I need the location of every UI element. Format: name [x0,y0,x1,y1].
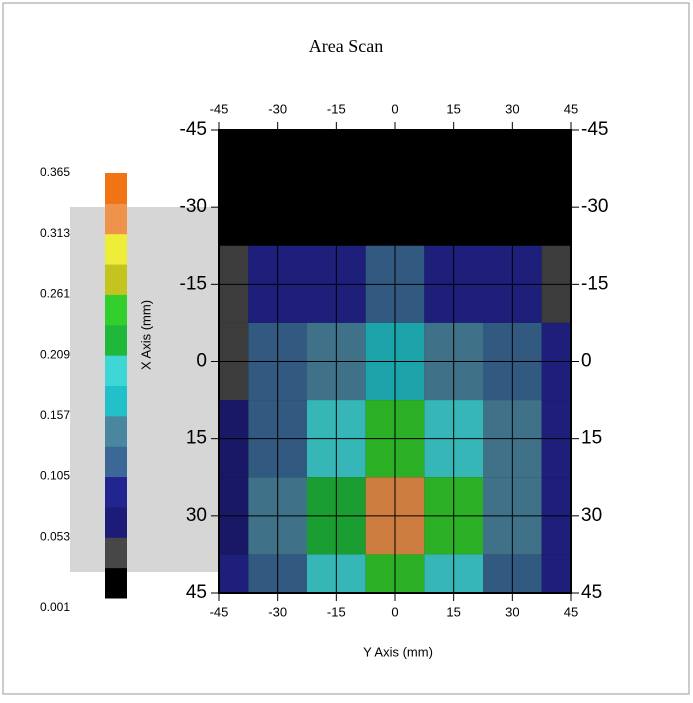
colorbar-label: 0.157 [40,408,70,422]
y-tick-label-left: 0 [196,351,207,372]
colorbar-label: 0.001 [40,600,70,614]
y-tick-label-left: 45 [186,582,207,603]
x-tick-label-top: 0 [391,101,398,116]
x-tick-label-bottom: 30 [505,604,519,619]
colorbar-band [105,355,127,386]
x-tick-label-bottom: 15 [446,604,460,619]
contour-cell [219,554,249,593]
x-tick-label-top: -30 [268,101,287,116]
colorbar-band [105,324,127,356]
colorbar-label: 0.313 [40,226,70,240]
colorbar-band [105,294,127,326]
contour-cell [541,554,571,593]
x-tick-label-bottom: -45 [210,604,229,619]
chart-title: Area Scan [309,36,383,56]
colorbar-label: 0.365 [40,165,70,179]
y-tick-label-right: 15 [581,428,602,449]
x-tick-label-bottom: -15 [327,604,346,619]
colorbar-band [105,264,127,295]
y-axis-label: X Axis (mm) [138,300,153,370]
colorbar-band [105,203,127,235]
x-tick-label-bottom: -30 [268,604,287,619]
colorbar-label: 0.053 [40,529,70,543]
y-tick-label-right: -30 [581,196,608,217]
colorbar-band [105,385,127,417]
y-tick-label-left: 30 [186,505,207,526]
y-tick-label-right: 30 [581,505,602,526]
y-tick-label-left: 15 [186,428,207,449]
x-tick-label-bottom: 0 [391,604,398,619]
x-tick-label-top: 45 [564,101,578,116]
y-tick-label-right: 45 [581,582,602,603]
colorbar-band [105,506,127,538]
x-tick-label-top: 15 [446,101,460,116]
x-tick-label-bottom: 45 [564,604,578,619]
y-tick-label-left: -45 [180,119,207,140]
plot-border [218,129,572,594]
colorbar-band [105,415,127,447]
photo-backdrop [70,207,230,572]
colorbar-band [105,173,127,204]
y-tick-label-right: -15 [581,273,608,294]
colorbar-band [105,476,127,508]
y-tick-label-right: 0 [581,351,592,372]
colorbar-band [105,233,127,265]
x-tick-label-top: 30 [505,101,519,116]
x-tick-label-top: -15 [327,101,346,116]
x-tick-label-top: -45 [210,101,229,116]
x-axis-label: Y Axis (mm) [363,644,433,659]
colorbar-band [105,446,127,478]
y-tick-label-left: -30 [180,196,207,217]
colorbar-band [105,537,127,569]
colorbar-band [105,567,127,599]
y-tick-label-left: -15 [180,273,207,294]
colorbar-label: 0.261 [40,287,70,301]
colorbar-label: 0.209 [40,347,70,361]
colorbar-label: 0.105 [40,469,70,483]
y-tick-label-right: -45 [581,119,608,140]
